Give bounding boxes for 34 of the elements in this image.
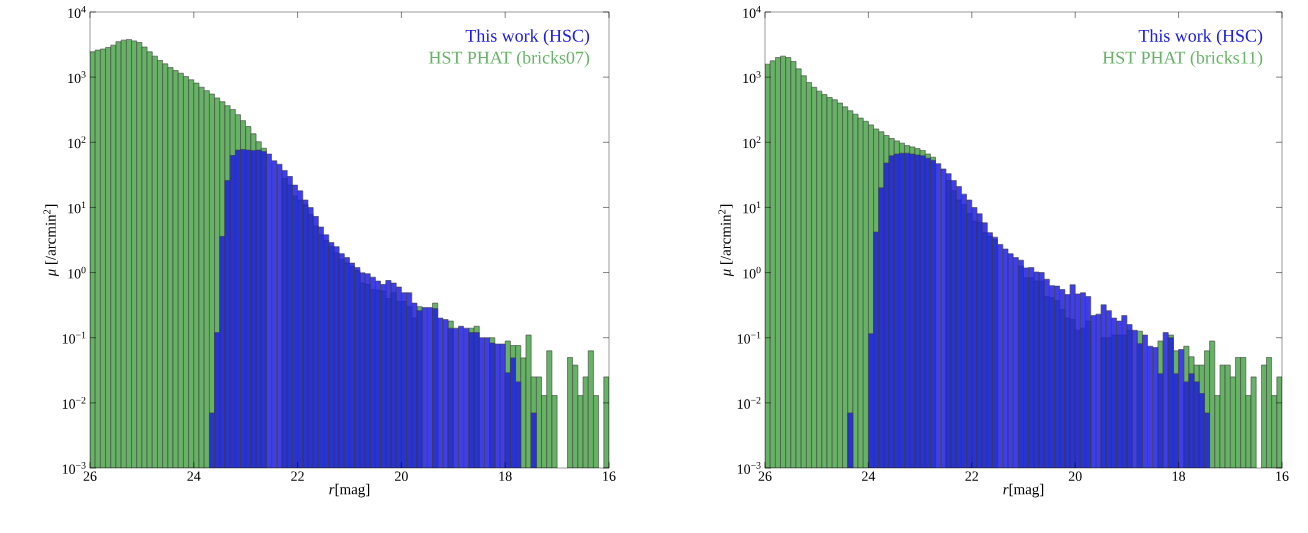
y-axis-title: μ [/arcmin$^{2}$]	[43, 204, 59, 277]
x-tick-label: 18	[1172, 471, 1186, 481]
y-tick-label: 10$^{0}$	[68, 266, 86, 279]
x-tick-label: 20	[1068, 471, 1082, 481]
text: This work (HSC)	[465, 29, 590, 46]
y-tick-label: 10$^{3}$	[68, 71, 86, 84]
x-tick-label: 22	[291, 471, 304, 481]
text: HST PHAT (bricks07)	[429, 51, 590, 68]
x-tick-label: 18	[499, 471, 512, 481]
y-tick-label: 10$^{0}$	[743, 266, 761, 279]
y-tick-label: 10$^{−1}$	[62, 331, 86, 344]
y-tick-label: 10$^{4}$	[743, 6, 761, 18]
x-tick-label: 22	[965, 471, 979, 481]
x-tick-label: 20	[395, 471, 408, 481]
x-tick-label: 16	[1276, 471, 1289, 481]
x-tick-label: 26	[758, 471, 772, 481]
y-tick-label: 10$^{−1}$	[737, 331, 761, 344]
y-axis-title: μ [/arcmin$^{2}$]	[718, 204, 734, 277]
y-tick-label: 10$^{−2}$	[737, 396, 761, 409]
y-tick-label: 10$^{−2}$	[62, 396, 86, 409]
text: This work (HSC)	[1138, 29, 1263, 46]
y-tick-label: 10$^{2}$	[68, 136, 86, 149]
x-axis-title: r[mag]	[329, 483, 370, 498]
x-tick-label: 24	[187, 471, 201, 481]
y-tick-label: 10$^{2}$	[743, 136, 761, 149]
x-tick-label: 26	[83, 471, 97, 481]
y-tick-label: 10$^{4}$	[68, 6, 86, 18]
x-tick-label: 24	[862, 471, 876, 481]
x-axis-title: r[mag]	[1003, 483, 1044, 498]
y-tick-label: 10$^{1}$	[68, 201, 86, 214]
y-tick-label: 10$^{3}$	[743, 71, 761, 84]
text: HST PHAT (bricks11)	[1102, 51, 1263, 68]
y-tick-label: 10$^{1}$	[743, 201, 761, 214]
x-tick-label: 16	[603, 471, 616, 481]
